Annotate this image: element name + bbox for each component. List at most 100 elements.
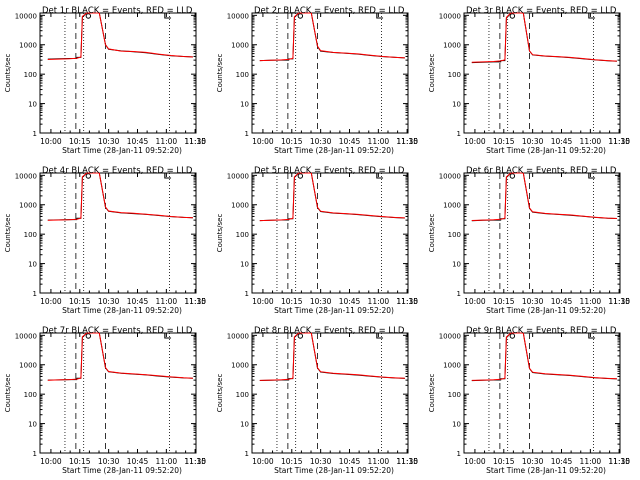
x-tick-label: 11:30 bbox=[608, 457, 630, 466]
y-tick-label: 10 bbox=[452, 101, 461, 109]
y-tick-label: 10000 bbox=[227, 172, 249, 180]
plot-frame bbox=[39, 172, 197, 294]
x-tick-label: 10:00 bbox=[40, 137, 62, 146]
detector-panel: 1 10 100 1000 10000 10:00 10:15 10:30 10:45 11:00… bbox=[4, 6, 206, 155]
x-tick-label: 11:30 bbox=[184, 457, 206, 466]
marker-circle-symbol bbox=[509, 173, 516, 179]
y-tick-label: 10000 bbox=[439, 172, 461, 180]
y-tick-label: 10 bbox=[28, 261, 37, 269]
y-axis-label: Counts/sec bbox=[4, 214, 12, 253]
x-tick-label: 10:30 bbox=[98, 137, 120, 146]
x-tick-label: 10:15 bbox=[493, 297, 515, 306]
x-axis-label: Start Time (28-Jan-11 09:52:20) bbox=[274, 466, 394, 475]
events-series-line bbox=[47, 12, 193, 60]
y-tick-label: 1000 bbox=[443, 362, 461, 370]
y-tick-label: 1000 bbox=[19, 202, 37, 210]
x-tick-label: 10:30 bbox=[310, 457, 332, 466]
x-tick-label: 10:00 bbox=[252, 137, 274, 146]
x-tick-label: 10:45 bbox=[551, 457, 573, 466]
x-tick-label: 10:45 bbox=[127, 137, 149, 146]
panel-title: Det 8r BLACK = Events, RED = LLD bbox=[254, 326, 405, 336]
x-tick-label: 10:15 bbox=[493, 137, 515, 146]
y-tick-label: 1 bbox=[245, 130, 249, 138]
y-tick-label: 1000 bbox=[443, 202, 461, 210]
events-series-line bbox=[259, 172, 405, 222]
x-tick-label: 10:00 bbox=[252, 457, 274, 466]
detector-panel: 1 10 100 1000 10000 10:00 10:15 10:30 10:45 11:00… bbox=[4, 166, 206, 315]
x-tick-label: 11:00 bbox=[156, 137, 178, 146]
x-tick-label: 10:45 bbox=[339, 137, 361, 146]
y-axis-label: Counts/sec bbox=[428, 374, 436, 413]
lld-series-line bbox=[471, 332, 617, 381]
x-tick-label: 10:45 bbox=[127, 457, 149, 466]
panel-title: Det 5r BLACK = Events, RED = LLD bbox=[254, 166, 405, 176]
x-tick-label: 11:00 bbox=[368, 457, 390, 466]
x-tick-label: 11:15 bbox=[184, 457, 206, 466]
detector-panel: 1 10 100 1000 10000 10:00 10:15 10:30 10:45 11:00… bbox=[428, 166, 630, 315]
panel-title: Det 9r BLACK = Events, RED = LLD bbox=[466, 326, 617, 336]
x-tick-label: 11:00 bbox=[156, 297, 178, 306]
x-tick-label: 10:15 bbox=[281, 457, 303, 466]
panel-title: Det 1r BLACK = Events, RED = LLD bbox=[42, 6, 193, 16]
y-tick-label: 1000 bbox=[231, 42, 249, 50]
detector-panel: 1 10 100 1000 10000 10:00 10:15 10:30 10:45 11:00… bbox=[216, 166, 418, 315]
y-tick-label: 1000 bbox=[443, 42, 461, 50]
detector-panel: 1 10 100 1000 10000 10:00 10:15 10:30 10:45 11:00… bbox=[216, 6, 418, 155]
marker-bracket-symbol bbox=[588, 13, 596, 19]
marker-circle-symbol bbox=[85, 13, 92, 19]
events-series-line bbox=[259, 12, 405, 62]
marker-bracket-symbol bbox=[376, 333, 384, 339]
y-axis-label: Counts/sec bbox=[4, 374, 12, 413]
marker-circle-symbol bbox=[509, 13, 516, 19]
x-tick-label: 11:30 bbox=[608, 297, 630, 306]
y-tick-label: 10 bbox=[452, 261, 461, 269]
marker-bracket-symbol bbox=[588, 333, 596, 339]
y-tick-label: 1000 bbox=[231, 202, 249, 210]
panel-title: Det 4r BLACK = Events, RED = LLD bbox=[42, 166, 193, 176]
marker-circle-symbol bbox=[85, 333, 92, 339]
y-tick-label: 1 bbox=[33, 450, 37, 458]
y-tick-label: 10 bbox=[28, 421, 37, 429]
x-tick-label: 10:00 bbox=[464, 457, 486, 466]
marker-bracket-symbol bbox=[164, 13, 172, 19]
y-axis-label: Counts/sec bbox=[428, 214, 436, 253]
x-axis-label: Start Time (28-Jan-11 09:52:20) bbox=[486, 146, 606, 155]
x-tick-label: 10:45 bbox=[339, 457, 361, 466]
lld-series-line bbox=[259, 12, 405, 62]
plot-frame bbox=[39, 12, 197, 134]
y-tick-label: 1 bbox=[245, 450, 249, 458]
y-tick-label: 1 bbox=[457, 290, 461, 298]
y-tick-label: 1 bbox=[33, 290, 37, 298]
lld-series-line bbox=[47, 12, 193, 60]
y-tick-label: 10000 bbox=[15, 172, 37, 180]
y-axis-label: Counts/sec bbox=[4, 54, 12, 93]
y-tick-label: 10000 bbox=[227, 12, 249, 20]
y-tick-label: 100 bbox=[236, 391, 249, 399]
detector-panel: 1 10 100 1000 10000 10:00 10:15 10:30 10:45 11:00… bbox=[428, 6, 630, 155]
y-axis-label: Counts/sec bbox=[216, 214, 224, 253]
lld-series-line bbox=[259, 172, 405, 222]
marker-circle-symbol bbox=[85, 173, 92, 179]
y-tick-label: 10 bbox=[240, 261, 249, 269]
events-series-line bbox=[47, 172, 193, 221]
x-tick-label: 11:15 bbox=[184, 137, 206, 146]
x-tick-label: 10:30 bbox=[522, 297, 544, 306]
plot-frame bbox=[463, 172, 621, 294]
x-axis-label: Start Time (28-Jan-11 09:52:20) bbox=[274, 146, 394, 155]
marker-circle-symbol bbox=[509, 333, 516, 339]
x-axis-label: Start Time (28-Jan-11 09:52:20) bbox=[486, 466, 606, 475]
y-tick-label: 10000 bbox=[15, 332, 37, 340]
panel-title: Det 6r BLACK = Events, RED = LLD bbox=[466, 166, 617, 176]
plot-frame bbox=[251, 172, 409, 294]
panel-title: Det 7r BLACK = Events, RED = LLD bbox=[42, 326, 193, 336]
x-tick-label: 10:15 bbox=[281, 137, 303, 146]
y-tick-label: 100 bbox=[236, 231, 249, 239]
marker-bracket-symbol bbox=[164, 173, 172, 179]
x-tick-label: 11:15 bbox=[608, 297, 630, 306]
x-tick-label: 10:30 bbox=[98, 297, 120, 306]
x-tick-label: 10:00 bbox=[252, 297, 274, 306]
x-axis-label: Start Time (28-Jan-11 09:52:20) bbox=[486, 306, 606, 315]
x-tick-label: 11:00 bbox=[580, 137, 602, 146]
y-tick-label: 100 bbox=[24, 391, 37, 399]
